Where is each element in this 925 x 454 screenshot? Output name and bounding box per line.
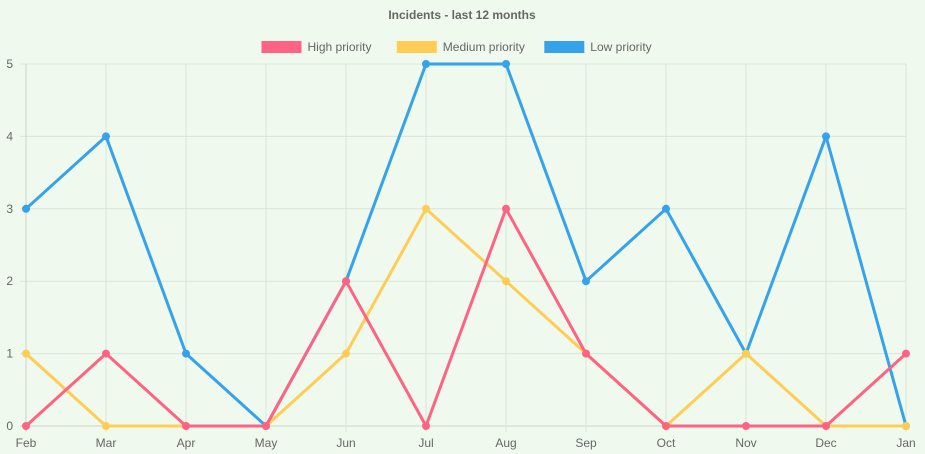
series-line — [24, 62, 908, 428]
data-point[interactable] — [902, 349, 910, 358]
x-tick-label: Apr — [177, 436, 196, 450]
data-point[interactable] — [742, 422, 750, 430]
data-point[interactable] — [422, 422, 430, 430]
x-tick-label: Jun — [336, 436, 355, 450]
x-tick-label: Aug — [495, 436, 516, 450]
y-tick-label: 0 — [6, 419, 13, 433]
y-tick-label: 4 — [6, 129, 13, 143]
data-point[interactable] — [502, 204, 510, 213]
data-point[interactable] — [102, 349, 110, 358]
data-point[interactable] — [582, 277, 590, 286]
data-point[interactable] — [342, 277, 350, 286]
data-point[interactable] — [182, 422, 190, 430]
y-tick-label: 1 — [6, 347, 13, 361]
data-point[interactable] — [582, 349, 590, 358]
x-tick-label: Dec — [815, 436, 836, 450]
legend-item-3[interactable]: Low priority — [544, 40, 652, 54]
series-line — [24, 207, 908, 428]
x-tick-label: Nov — [735, 436, 756, 450]
y-tick-label: 2 — [6, 274, 13, 288]
y-tick-label: 5 — [6, 57, 13, 71]
legend-label: Medium priority — [443, 40, 525, 54]
legend-label: Low priority — [590, 40, 651, 54]
data-point[interactable] — [422, 204, 430, 213]
legend-swatch — [261, 41, 302, 53]
series-1 — [22, 204, 910, 430]
y-tick-label: 3 — [6, 202, 13, 216]
data-point[interactable] — [182, 349, 190, 358]
x-tick-label: Feb — [16, 436, 37, 450]
data-point[interactable] — [102, 422, 110, 430]
series-area — [22, 60, 910, 430]
x-axis: Feb Mar Apr May Jun Jul Aug Sep Oct Nov Dec Jan — [16, 436, 916, 450]
chart-title: Incidents - last 12 months — [388, 8, 536, 22]
legend-swatch — [544, 41, 585, 53]
data-point[interactable] — [102, 132, 110, 141]
data-point[interactable] — [342, 349, 350, 358]
data-point[interactable] — [822, 422, 830, 430]
x-tick-label: Jul — [418, 436, 433, 450]
x-tick-label: Jan — [896, 436, 915, 450]
x-tick-label: Oct — [657, 436, 676, 450]
legend-item-2[interactable]: Medium priority — [396, 40, 525, 54]
x-tick-label: Mar — [96, 436, 117, 450]
legend: High priority Medium priority Low priority — [261, 40, 652, 54]
data-point[interactable] — [22, 349, 30, 358]
legend-swatch — [396, 41, 437, 53]
x-tick-label: Sep — [575, 436, 597, 450]
data-point[interactable] — [22, 204, 30, 213]
data-point[interactable] — [902, 422, 910, 430]
data-point[interactable] — [822, 132, 830, 141]
data-point[interactable] — [422, 60, 430, 68]
data-point[interactable] — [262, 422, 270, 430]
x-tick-label: May — [255, 436, 278, 450]
y-axis: 0 1 2 3 4 5 — [6, 57, 13, 433]
series-line — [24, 207, 908, 428]
data-point[interactable] — [662, 204, 670, 213]
data-point[interactable] — [22, 422, 30, 430]
data-point[interactable] — [742, 349, 750, 358]
data-point[interactable] — [502, 60, 510, 68]
legend-label: High priority — [308, 40, 372, 54]
data-point[interactable] — [662, 422, 670, 430]
data-point[interactable] — [502, 277, 510, 286]
legend-item-1[interactable]: High priority — [261, 40, 372, 54]
